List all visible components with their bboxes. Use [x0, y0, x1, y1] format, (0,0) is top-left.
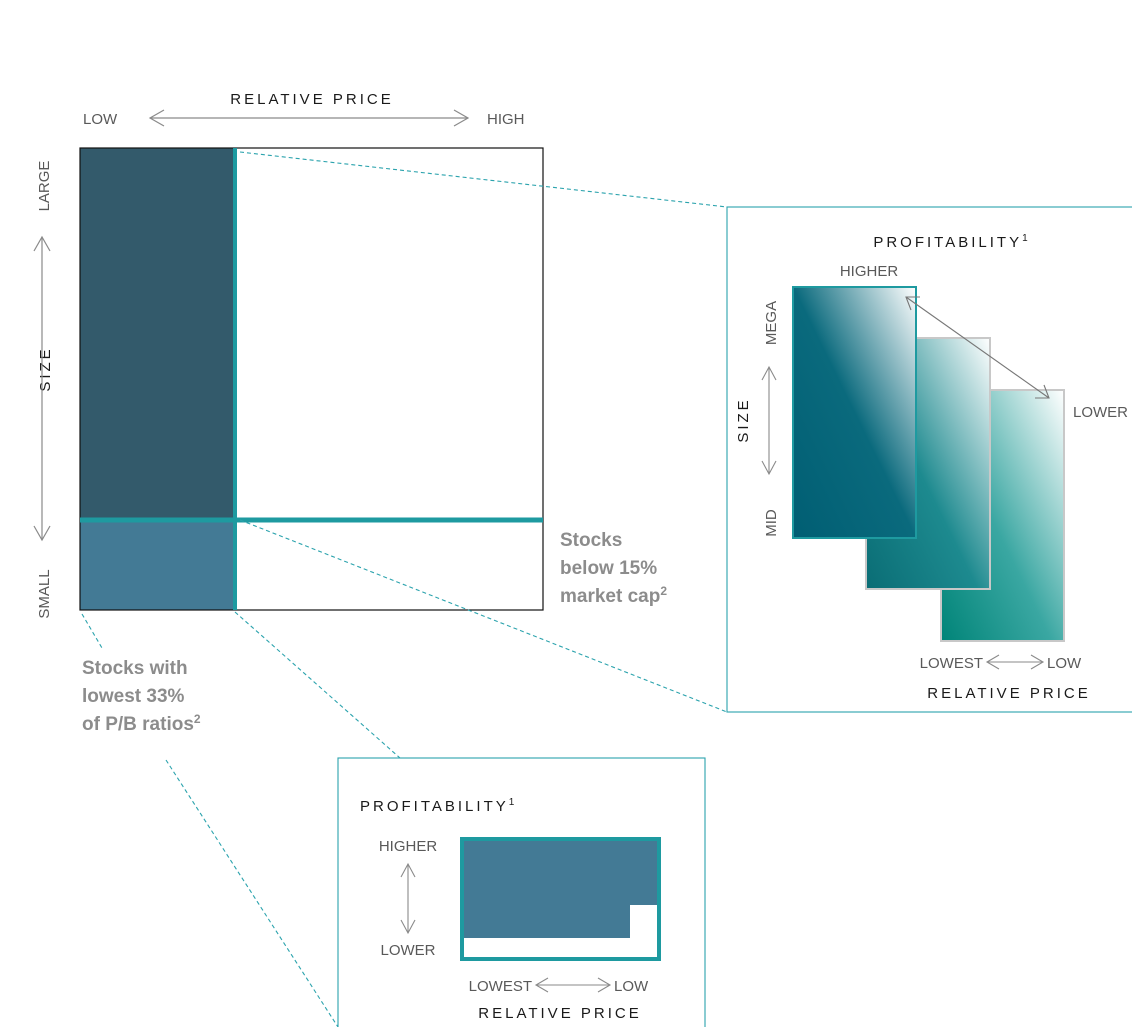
price-low-label: LOW: [614, 978, 649, 995]
price-axis-title: RELATIVE PRICE: [927, 685, 1090, 702]
double-headed-arrow-icon: [905, 296, 1050, 399]
y-axis-large-label: LARGE: [36, 161, 53, 212]
price-lowest-label: LOWEST: [469, 978, 532, 995]
double-headed-arrow-icon: [148, 109, 470, 127]
price-low-label: LOW: [1047, 655, 1082, 672]
market-cap-note-line: market cap: [560, 586, 660, 607]
high-profitability-card: [792, 286, 917, 539]
footnote-superscript: 2: [660, 584, 667, 598]
y-axis-small-label: SMALL: [36, 569, 53, 618]
x-axis-low-label: LOW: [83, 111, 118, 128]
size-axis-title: SIZE: [735, 397, 752, 442]
double-headed-arrow-icon: [33, 235, 51, 542]
large-panel-title-text: PROFITABILITY: [873, 234, 1022, 251]
main-matrix: RELATIVE PRICE LOW HIGH SIZE LARGE SMALL…: [33, 91, 667, 735]
x-axis-title: RELATIVE PRICE: [230, 91, 393, 108]
small-portfolio-gap: [630, 905, 658, 938]
footnote-superscript: 2: [194, 712, 201, 726]
large-panel-title: PROFITABILITY1: [873, 233, 1030, 251]
pb-note-last: of P/B ratios2: [82, 712, 201, 735]
double-headed-arrow-icon: [400, 862, 416, 935]
market-cap-note: Stocks below 15% market cap2: [560, 530, 667, 607]
price-axis-title: RELATIVE PRICE: [478, 1005, 641, 1022]
price-lowest-label: LOWEST: [920, 655, 983, 672]
profitability-lower-label: LOWER: [380, 942, 435, 959]
y-axis-title: SIZE: [37, 346, 54, 391]
large-value-region: [80, 148, 234, 520]
market-cap-note-last: market cap2: [560, 584, 667, 607]
double-headed-arrow-icon: [985, 654, 1045, 670]
connector-line: [239, 151, 728, 208]
double-headed-arrow-icon: [761, 365, 777, 476]
market-cap-note-line: Stocks: [560, 530, 622, 551]
connector-line: [165, 759, 339, 1028]
small-value-region: [80, 520, 234, 610]
connector-line: [239, 519, 728, 713]
x-axis-high-label: HIGH: [487, 111, 525, 128]
size-mega-label: MEGA: [763, 301, 780, 345]
pb-note-line: Stocks with: [82, 658, 188, 679]
size-mid-label: MID: [763, 509, 780, 537]
zoom-connectors: [81, 151, 728, 1028]
footnote-superscript: 1: [509, 797, 518, 808]
small-panel-title-text: PROFITABILITY: [360, 798, 509, 815]
pb-ratio-note: Stocks with lowest 33% of P/B ratios2: [82, 658, 201, 735]
double-headed-arrow-icon: [534, 977, 612, 993]
pb-note-line: lowest 33%: [82, 686, 185, 707]
pb-note-line: of P/B ratios: [82, 714, 194, 735]
small-portfolio-fill: [463, 840, 658, 938]
connector-line: [234, 611, 401, 759]
matrix-outline: [79, 147, 544, 611]
profitability-higher-label: HIGHER: [379, 838, 438, 855]
small-panel-title: PROFITABILITY1: [360, 797, 517, 815]
profitability-higher-label: HIGHER: [840, 263, 899, 280]
connector-line: [81, 613, 103, 649]
small-portfolio-frame: [460, 837, 661, 961]
profitability-lower-label: LOWER: [1073, 404, 1128, 421]
footnote-superscript: 1: [1022, 233, 1031, 244]
small-cap-panel: PROFITABILITY1 HIGHER LOWER LOWEST LOW R…: [337, 757, 706, 1032]
market-cap-note-line: below 15%: [560, 558, 657, 579]
large-cap-panel: PROFITABILITY1 HIGHER LOWER MEGA MID SIZ…: [726, 206, 1132, 713]
